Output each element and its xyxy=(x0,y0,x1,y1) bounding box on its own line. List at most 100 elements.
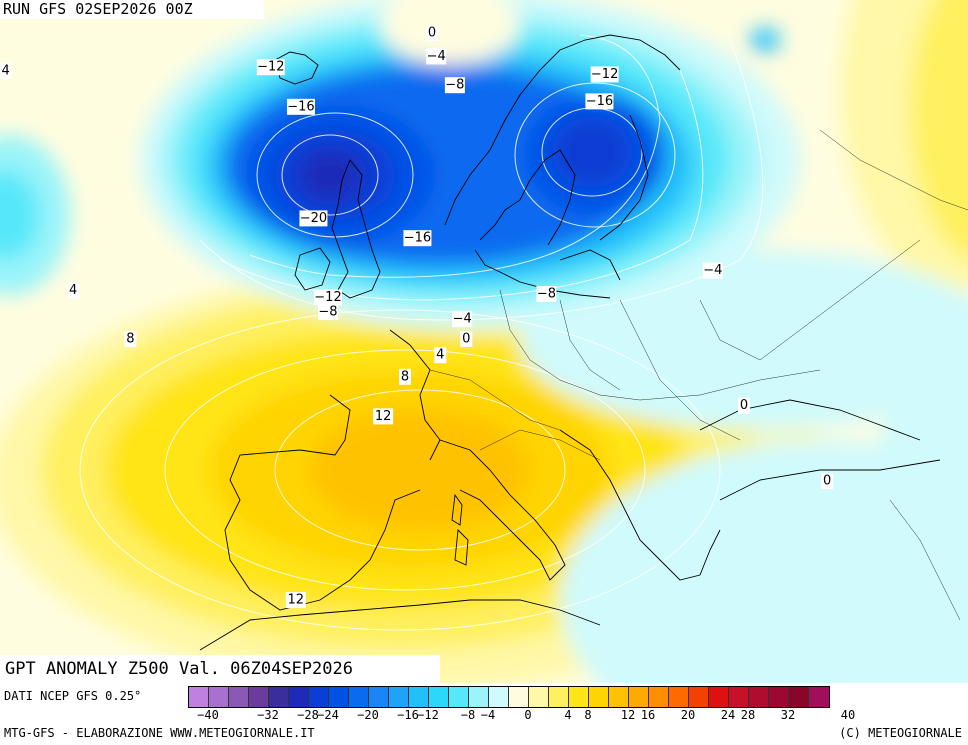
svg-text:4: 4 xyxy=(69,283,77,298)
color-swatch xyxy=(509,687,529,707)
contour-label: 4 xyxy=(67,282,80,299)
contour-label: 0 xyxy=(426,25,438,41)
color-swatch xyxy=(649,687,669,707)
color-swatch xyxy=(529,687,549,707)
contour-label: −8 xyxy=(318,304,338,320)
color-swatch xyxy=(609,687,629,707)
contour-label: 8 xyxy=(398,368,411,385)
color-swatch xyxy=(449,687,469,707)
contour-label: 0 xyxy=(738,397,750,414)
svg-text:−8: −8 xyxy=(537,287,556,302)
color-swatch xyxy=(269,687,289,707)
color-swatch xyxy=(569,687,589,707)
color-swatch xyxy=(469,687,489,707)
anomaly-map: 0−4−8−12−16−20−16−12−8 −404812−12−16−8−40… xyxy=(0,0,968,683)
color-scale xyxy=(188,686,830,708)
svg-text:4: 4 xyxy=(1,63,9,78)
color-swatch xyxy=(549,687,569,707)
run-label: RUN GFS 02SEP2026 00Z xyxy=(0,0,264,19)
color-swatch xyxy=(309,687,329,707)
svg-text:0: 0 xyxy=(740,398,748,413)
contour-label: −12 xyxy=(590,66,619,83)
scale-tick-label: 40 xyxy=(840,708,856,722)
contour-label: 0 xyxy=(460,331,473,347)
color-swatch xyxy=(229,687,249,707)
contour-label: 0 xyxy=(821,473,834,490)
color-swatch xyxy=(409,687,429,707)
svg-text:−4: −4 xyxy=(703,263,722,278)
svg-text:−4: −4 xyxy=(427,49,446,64)
anomaly-field xyxy=(0,0,968,683)
svg-text:−12: −12 xyxy=(314,290,341,305)
svg-text:−12: −12 xyxy=(591,67,618,82)
scale-tick-label: 24 xyxy=(720,708,736,722)
contour-label: 8 xyxy=(124,331,137,347)
color-swatch xyxy=(209,687,229,707)
svg-text:12: 12 xyxy=(287,593,304,608)
color-swatch xyxy=(809,687,829,707)
color-swatch xyxy=(289,687,309,707)
svg-text:−16: −16 xyxy=(287,99,314,114)
copyright-text: (C) METEOGIORNALE xyxy=(839,726,962,740)
svg-text:0: 0 xyxy=(428,26,436,41)
coastlines xyxy=(199,34,941,651)
scale-tick-label: 8 xyxy=(584,708,592,722)
color-swatch xyxy=(749,687,769,707)
svg-text:8: 8 xyxy=(401,369,409,384)
color-swatch xyxy=(429,687,449,707)
legend-panel: DATI NCEP GFS 0.25° −40 −32 −28 −24 −20 −16 −1… xyxy=(0,683,968,745)
scale-tick-label: 20 xyxy=(680,708,696,722)
color-swatch xyxy=(389,687,409,707)
svg-text:−8: −8 xyxy=(318,305,337,320)
scale-tick-label: −20 xyxy=(357,708,379,722)
svg-text:8: 8 xyxy=(126,332,134,347)
scale-tick-label: −24 xyxy=(317,708,339,722)
scale-tick-label: −4 xyxy=(480,708,496,722)
contour-label: −4 xyxy=(702,262,723,279)
contour-label: −12 xyxy=(256,59,285,76)
color-swatch xyxy=(349,687,369,707)
map-title: GPT ANOMALY Z500 Val. 06Z04SEP2026 xyxy=(0,655,440,683)
contour-label: −4 xyxy=(452,311,473,328)
color-swatch xyxy=(489,687,509,707)
scale-tick-label: 32 xyxy=(780,708,796,722)
scale-tick-label: 0 xyxy=(524,708,532,722)
color-swatch xyxy=(689,687,709,707)
color-swatch xyxy=(369,687,389,707)
contour-label: −20 xyxy=(299,210,328,227)
svg-text:0: 0 xyxy=(462,332,470,347)
svg-text:0: 0 xyxy=(823,474,831,489)
scale-tick-label: −16 xyxy=(397,708,419,722)
scale-tick-label: 16 xyxy=(640,708,656,722)
data-source: DATI NCEP GFS 0.25° xyxy=(4,689,142,703)
color-swatch xyxy=(249,687,269,707)
scale-tick-label: −32 xyxy=(257,708,279,722)
scale-tick-label: −40 xyxy=(197,708,219,722)
contour-label: −12 xyxy=(314,289,342,306)
contour-label: −16 xyxy=(585,93,614,110)
scale-tick-label: −12 xyxy=(417,708,439,722)
scale-tick-label: −8 xyxy=(460,708,476,722)
svg-text:−20: −20 xyxy=(300,211,327,226)
map-panel: 0 −4 −8 −12 −16 −20 −16 −12 −8 −4 0 4 8 12 −12 −16 −8 −4 0… xyxy=(0,0,968,683)
svg-text:−8: −8 xyxy=(445,78,464,93)
scale-tick-label: 12 xyxy=(620,708,636,722)
contour-label: 4 xyxy=(0,62,12,79)
contour-label: 12 xyxy=(285,592,306,608)
contour-label: −8 xyxy=(536,286,557,302)
contour-label: −16 xyxy=(286,98,315,115)
borders xyxy=(429,129,968,621)
contour-label: 12 xyxy=(373,408,394,425)
svg-text:−16: −16 xyxy=(586,94,613,109)
svg-text:−12: −12 xyxy=(257,60,284,75)
svg-text:−16: −16 xyxy=(404,231,431,246)
credit-text: MTG-GFS - ELABORAZIONE WWW.METEOGIORNALE… xyxy=(4,726,315,740)
contour-label: −16 xyxy=(403,230,432,247)
color-swatch xyxy=(589,687,609,707)
contour-label: −8 xyxy=(444,77,465,94)
color-swatch xyxy=(709,687,729,707)
color-scale-ticks: −40 −32 −28 −24 −20 −16 −12 −8 −4 0 4 8 12 16 20 24 28 32… xyxy=(188,708,968,724)
color-swatch xyxy=(729,687,749,707)
svg-text:−4: −4 xyxy=(453,312,472,327)
color-swatch xyxy=(329,687,349,707)
